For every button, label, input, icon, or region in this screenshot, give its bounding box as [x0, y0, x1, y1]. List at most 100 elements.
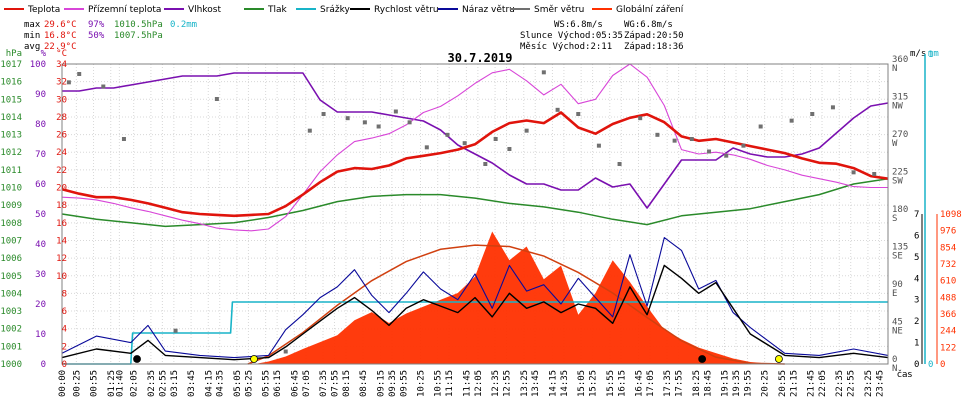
x-tick-40: 16:45: [634, 370, 644, 397]
axis-percent-tick-1: 10: [35, 330, 46, 340]
wind-direction-point-27: [638, 116, 643, 121]
info-block: WS:6.8m/s WG:6.8m/s Slunce Východ:05:35 …: [520, 20, 684, 52]
x-axis-label: čas: [897, 369, 912, 380]
stat-min-hum: 50%: [88, 31, 105, 41]
stat-avg-label: avg: [24, 42, 40, 52]
axis-celsius-tick-2: 4: [62, 325, 67, 335]
axis-hpa-tick-7: 1007: [0, 236, 22, 246]
x-tick-24: 09:55: [399, 370, 409, 397]
axis-radiation-tick-6: 732: [940, 260, 956, 270]
axis-celsius-tick-14: 28: [56, 113, 67, 123]
axis-wind-tick-5: 5: [914, 253, 919, 263]
wind-direction-point-4: [121, 137, 126, 141]
wind-direction-point-13: [393, 109, 398, 114]
wind-direction-point-17: [462, 141, 467, 146]
x-tick-49: 20:25: [761, 370, 771, 397]
wind-direction-point-37: [830, 105, 835, 110]
axis-percent-tick-7: 70: [35, 150, 46, 160]
axis-celsius-tick-1: 2: [62, 342, 67, 352]
axis-celsius-tick-10: 20: [56, 184, 67, 194]
x-tick-7: 02:55: [158, 370, 168, 397]
wind-direction-point-6: [214, 97, 219, 101]
legend-label-8: Směr větru: [534, 5, 584, 15]
wind-direction-point-35: [789, 118, 794, 123]
axis-percent-unit: %: [41, 49, 47, 59]
x-tick-29: 12:05: [474, 370, 484, 397]
axis-celsius-tick-3: 6: [62, 307, 67, 317]
axis-hpa-tick-13: 1013: [0, 131, 22, 141]
wind-direction-point-23: [555, 107, 560, 112]
axis-hpa-tick-15: 1015: [0, 95, 22, 105]
x-tick-38: 15:55: [606, 370, 616, 397]
wind-direction-point-34: [758, 124, 763, 129]
x-tick-3: 01:25: [107, 370, 117, 397]
x-tick-6: 02:35: [147, 370, 157, 397]
x-tick-2: 00:55: [90, 370, 100, 397]
axis-hpa-tick-5: 1005: [0, 272, 22, 282]
axis-direction-tick-0: 0: [892, 355, 897, 365]
x-tick-21: 08:45: [359, 370, 369, 397]
wind-direction-point-15: [424, 145, 429, 150]
x-tick-46: 19:15: [721, 370, 731, 397]
axis-wind-tick-7: 7: [914, 210, 919, 220]
x-tick-33: 13:45: [531, 370, 541, 397]
legend-label-5: Srážky: [320, 5, 351, 15]
wind-direction-point-3: [101, 84, 106, 89]
x-tick-34: 14:15: [548, 370, 558, 397]
axis-wind-tick-2: 2: [914, 317, 919, 327]
x-tick-45: 18:45: [703, 370, 713, 397]
axis-hpa-tick-14: 1014: [0, 113, 22, 123]
wind-direction-point-29: [672, 138, 677, 143]
stats-block: max 29.6°C 97% 1010.5hPa 0.2mm min 16.8°…: [24, 20, 197, 52]
axis-direction-tick-1: 45: [892, 318, 903, 328]
plot-frame: [61, 63, 889, 365]
x-tick-14: 05:55: [262, 370, 272, 397]
axis-direction-name-5: SW: [892, 177, 903, 187]
axis-direction-tick-5: 225: [892, 168, 908, 178]
axis-rain-unit: mm: [928, 49, 939, 59]
axis-hpa-tick-8: 1008: [0, 219, 22, 229]
wind-direction-point-24: [576, 112, 581, 116]
x-tick-26: 10:55: [434, 370, 444, 397]
axis-radiation-tick-9: 1098: [940, 210, 962, 220]
x-tick-25: 10:25: [417, 370, 427, 397]
wind-direction-point-30: [689, 137, 694, 141]
axis-celsius-tick-0: 0: [62, 360, 67, 370]
axis-rain-tick-1: 1: [928, 50, 933, 60]
info-mesic: Měsíc Východ:2:11: [520, 42, 612, 52]
axis-radiation-tick-2: 244: [940, 327, 956, 337]
axis-direction-tick-4: 180: [892, 205, 908, 215]
series-radiation-area: [254, 231, 778, 364]
axis-radiation-tick-1: 122: [940, 343, 956, 353]
axis-direction-tick-3: 135: [892, 243, 908, 253]
x-tick-12: 05:05: [233, 370, 243, 397]
axis-hpa-tick-9: 1009: [0, 201, 22, 211]
x-tick-43: 17:55: [675, 370, 685, 397]
axis-direction-name-0: N: [892, 364, 897, 374]
x-tick-53: 22:05: [818, 370, 828, 397]
marker-moonset: [698, 355, 707, 363]
wind-direction-point-10: [345, 116, 350, 121]
axis-hpa-tick-6: 1006: [0, 254, 22, 264]
x-tick-31: 12:55: [503, 370, 513, 397]
x-tick-0: 00:00: [58, 370, 68, 397]
x-tick-55: 22:55: [847, 370, 857, 397]
axis-celsius-tick-12: 24: [56, 148, 67, 158]
axis-celsius-tick-16: 32: [56, 78, 67, 88]
axis-celsius-tick-15: 30: [56, 95, 67, 105]
stat-min-press: 1007.5hPa: [114, 31, 163, 41]
axis-direction-name-1: NE: [892, 327, 903, 337]
x-tick-13: 05:25: [244, 370, 254, 397]
wind-direction-point-7: [283, 349, 288, 354]
x-tick-5: 02:05: [130, 370, 140, 397]
axis-direction-name-8: N: [892, 64, 897, 74]
axis-percent-tick-4: 40: [35, 240, 46, 250]
wind-direction-point-32: [724, 153, 729, 158]
stat-min-label: min: [24, 31, 40, 41]
wind-direction-point-21: [524, 128, 529, 133]
x-tick-48: 19:55: [743, 370, 753, 397]
axis-percent-tick-5: 50: [35, 210, 46, 220]
axis-hpa-tick-16: 1016: [0, 78, 22, 88]
axis-hpa-tick-17: 1017: [0, 60, 22, 70]
